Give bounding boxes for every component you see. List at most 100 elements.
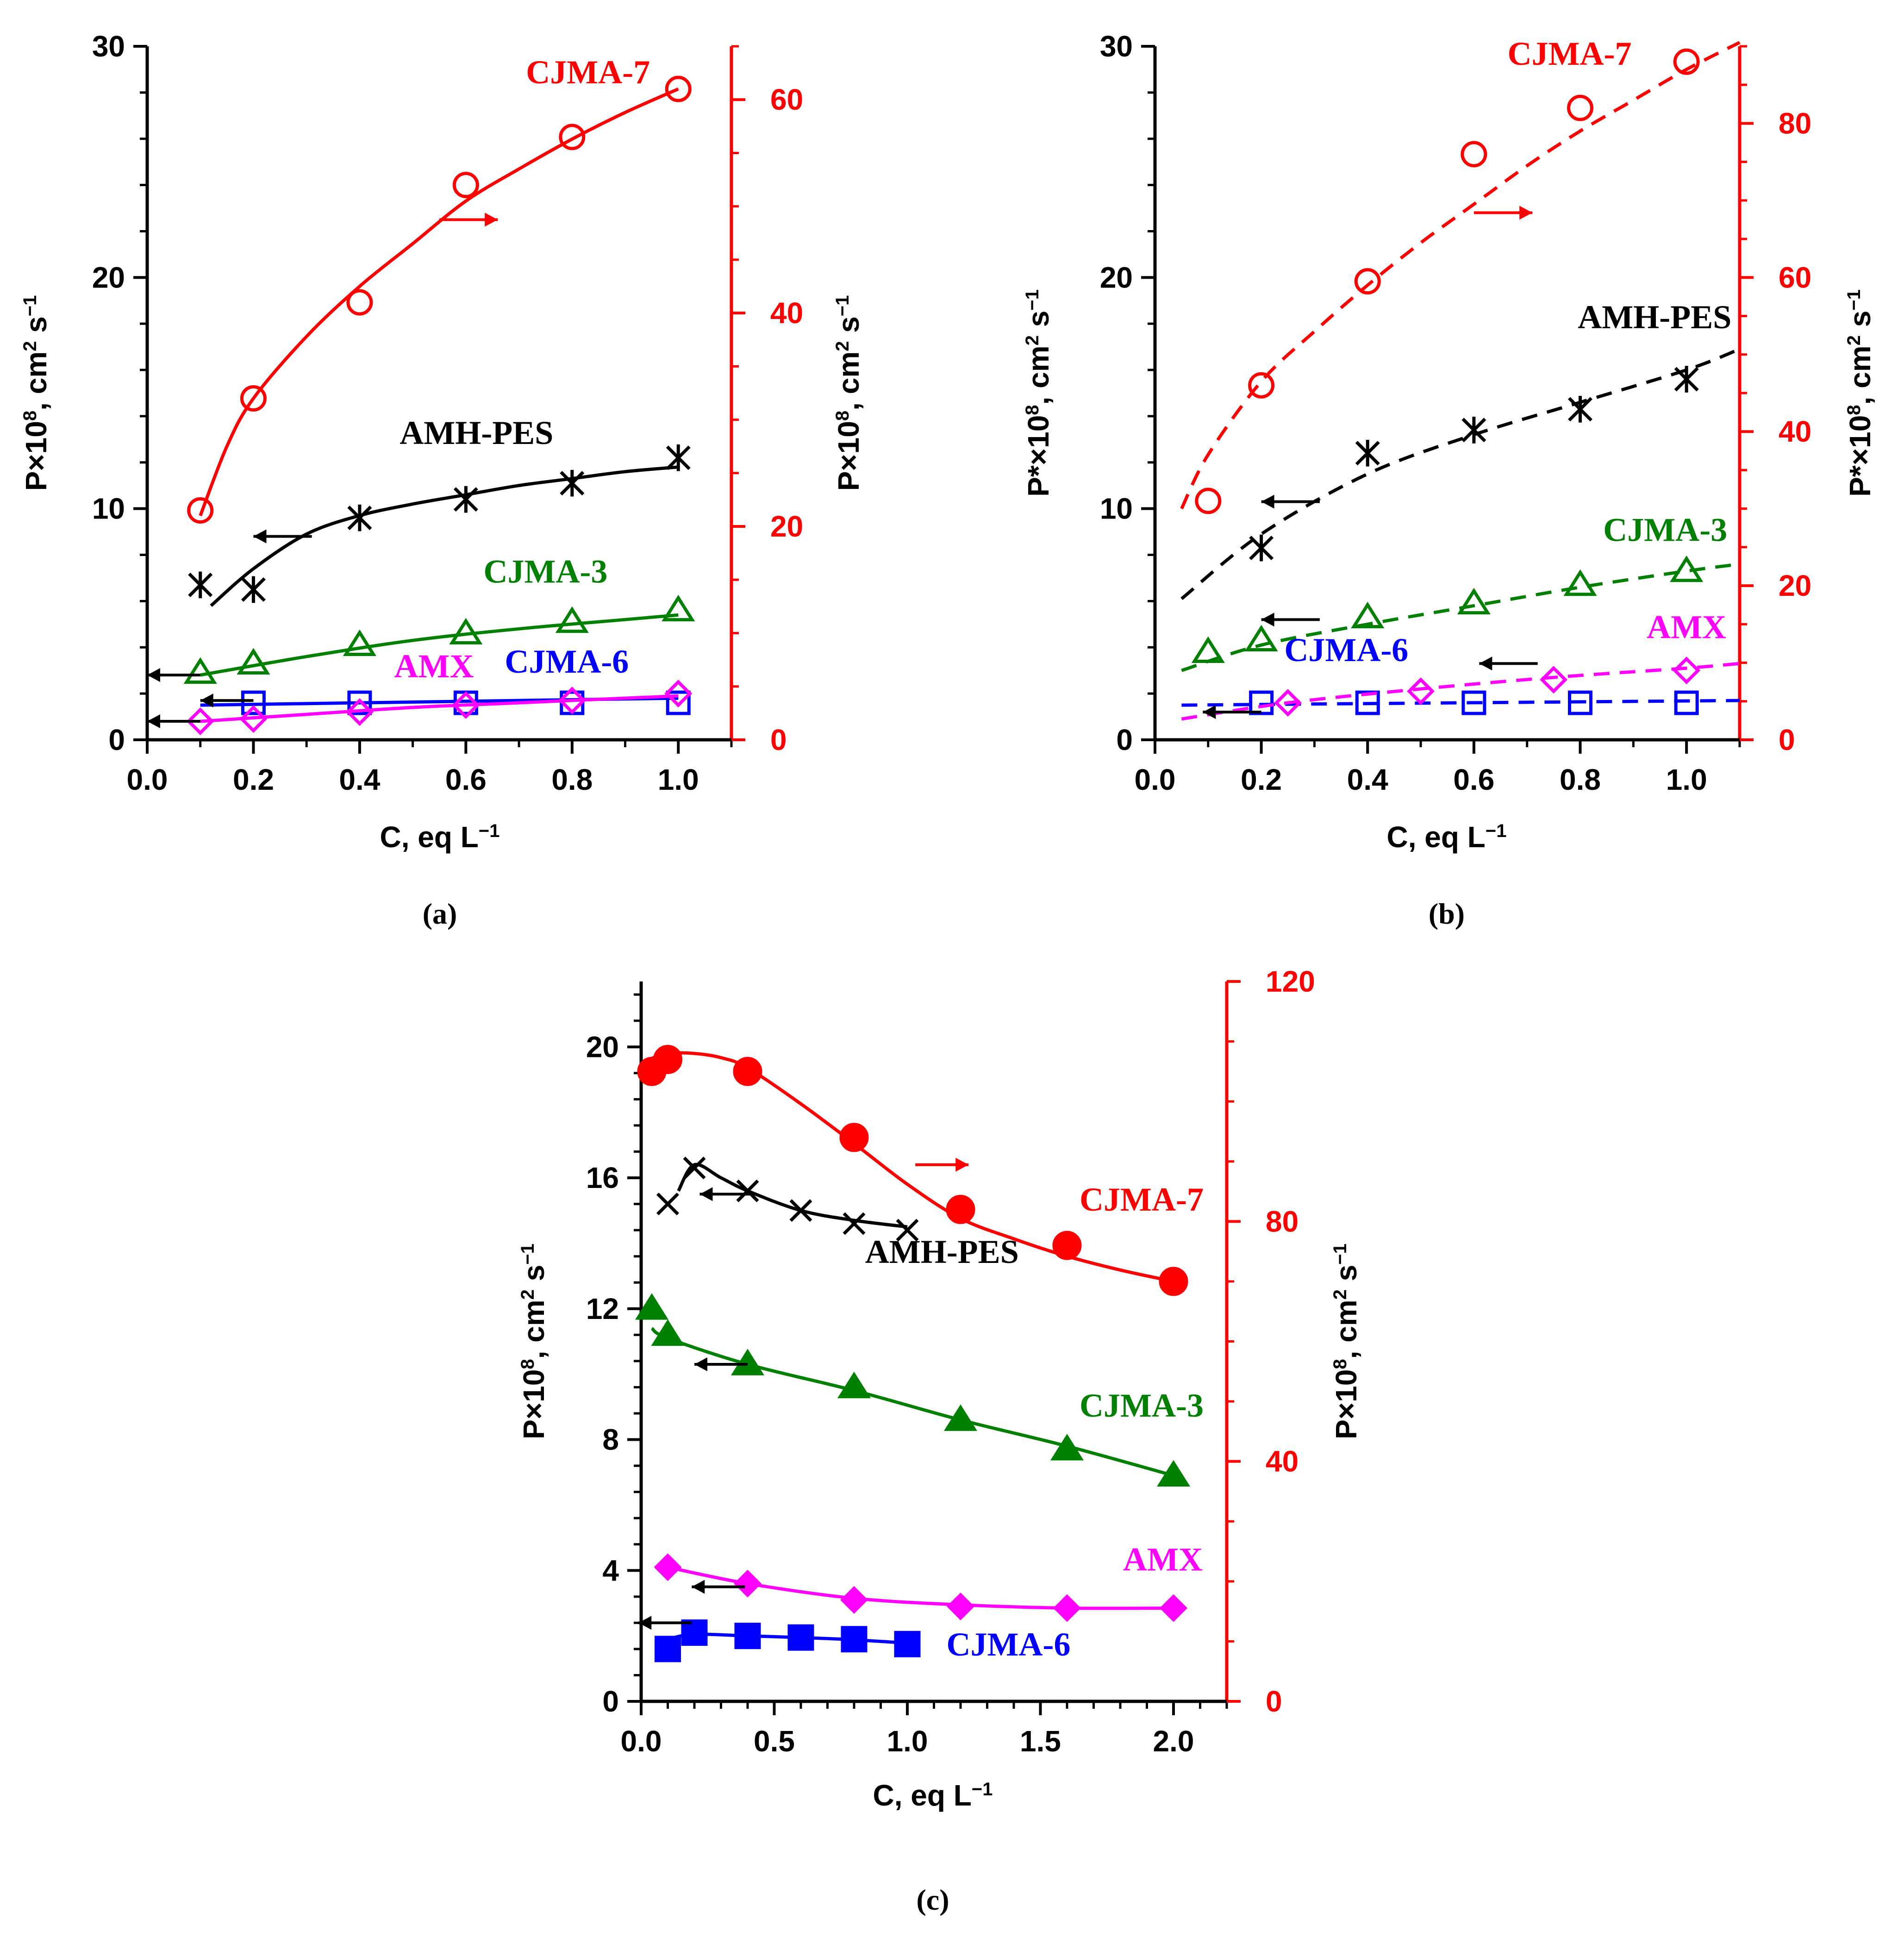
axis-indicator-arrow xyxy=(147,714,200,729)
series-label: AMX xyxy=(1647,608,1726,645)
arrow-head xyxy=(692,1580,705,1594)
axis-indicator-arrow xyxy=(200,694,254,708)
data-point xyxy=(734,1623,761,1650)
data-point xyxy=(789,1199,812,1222)
axis-indicator-arrow xyxy=(1479,656,1538,671)
arrow-head xyxy=(147,714,160,729)
data-point xyxy=(1563,569,1597,596)
series-label: AMH-PES xyxy=(865,1233,1019,1270)
panel-label: (b) xyxy=(1429,897,1465,930)
x-tick-label: 0.0 xyxy=(621,1725,662,1758)
arrow-head xyxy=(253,529,267,544)
x-axis-label: C, eq L−1 xyxy=(873,1779,993,1812)
series-amh-pes xyxy=(188,444,691,607)
fit-line-cjma-3 xyxy=(200,613,679,677)
arrow-head xyxy=(1261,494,1274,509)
y-left-tick-label: 0 xyxy=(1116,723,1133,756)
data-point xyxy=(347,690,372,715)
series-label: AMX xyxy=(394,648,474,685)
data-point xyxy=(1249,534,1274,562)
data-point xyxy=(452,172,479,199)
data-point xyxy=(683,1156,706,1180)
x-axis-label: C, eq L−1 xyxy=(380,820,500,854)
axis-indicator-arrow xyxy=(147,668,200,682)
series-amh-pes xyxy=(656,1156,919,1242)
y-left-tick-label: 20 xyxy=(586,1030,619,1063)
y-left-tick-label: 0 xyxy=(602,1685,619,1718)
data-point xyxy=(186,707,214,736)
arrow-head xyxy=(147,668,160,682)
y-axis-label-right: P×108, cm2 s−1 xyxy=(1330,1243,1363,1439)
data-point xyxy=(1355,440,1380,467)
data-point xyxy=(558,687,586,715)
x-tick-label: 0.0 xyxy=(1135,763,1176,796)
data-point xyxy=(656,1193,679,1216)
data-point xyxy=(664,680,693,708)
data-point xyxy=(1674,690,1699,715)
series-label: AMH-PES xyxy=(400,414,553,451)
data-point xyxy=(1568,690,1593,715)
data-point xyxy=(1053,1594,1081,1622)
data-point xyxy=(1674,366,1699,393)
series-label: AMH-PES xyxy=(1578,299,1731,336)
data-point xyxy=(665,75,692,102)
data-point xyxy=(452,691,480,719)
x-axis-label: C, eq L−1 xyxy=(1387,820,1507,854)
axis-indicator-arrow xyxy=(699,1187,753,1201)
series-label: CJMA-7 xyxy=(1080,1181,1204,1218)
data-point xyxy=(241,576,266,603)
series-label: AMX xyxy=(1123,1541,1203,1578)
series-label: CJMA-7 xyxy=(1508,35,1632,72)
series-label: CJMA-3 xyxy=(1603,512,1727,549)
y-left-tick-label: 20 xyxy=(1100,261,1133,294)
series-amh-pes xyxy=(1180,347,1741,600)
data-point xyxy=(840,1586,868,1614)
x-tick-label: 0.0 xyxy=(127,763,168,796)
axis-indicator-arrow xyxy=(253,529,312,544)
data-point xyxy=(240,385,267,412)
y-left-tick-label: 30 xyxy=(1100,30,1133,63)
arrow-head xyxy=(638,1616,652,1630)
data-point xyxy=(666,444,691,471)
series-cjma-6 xyxy=(1181,690,1740,715)
y-right-tick-label: 40 xyxy=(1266,1445,1298,1478)
data-point xyxy=(666,690,691,715)
y-left-tick-label: 30 xyxy=(92,30,125,63)
data-point xyxy=(1274,689,1302,717)
axis-indicator-arrow xyxy=(692,1580,745,1594)
data-point xyxy=(839,1123,869,1152)
data-point xyxy=(449,618,483,645)
series-amx xyxy=(186,680,693,736)
arrow-head xyxy=(1261,612,1274,627)
data-point xyxy=(1355,690,1380,715)
y-left-tick-label: 4 xyxy=(602,1554,619,1587)
data-point xyxy=(841,1626,868,1653)
x-tick-label: 1.5 xyxy=(1020,1725,1061,1758)
arrow-head xyxy=(1519,206,1533,220)
arrow-head xyxy=(955,1157,969,1172)
data-point xyxy=(1191,636,1225,663)
y-left-tick-label: 16 xyxy=(586,1161,619,1194)
axis-indicator-arrow xyxy=(915,1157,969,1172)
data-point xyxy=(1568,396,1593,423)
series-cjma-3 xyxy=(1181,555,1740,672)
data-point xyxy=(183,657,217,684)
data-point xyxy=(655,1636,681,1662)
x-tick-label: 2.0 xyxy=(1153,1725,1194,1758)
series-cjma-6 xyxy=(655,1619,921,1662)
data-point xyxy=(651,1319,685,1346)
arrow-head xyxy=(699,1187,713,1201)
arrow-head xyxy=(1203,705,1216,719)
series-label: CJMA-3 xyxy=(1080,1387,1204,1424)
data-point xyxy=(837,1371,871,1399)
series-amx xyxy=(1181,656,1740,721)
y-left-tick-label: 10 xyxy=(92,492,125,525)
axis-indicator-arrow xyxy=(694,1357,748,1371)
data-point xyxy=(894,1631,921,1657)
data-point xyxy=(1457,587,1491,615)
data-point xyxy=(1673,656,1701,685)
y-left-tick-label: 0 xyxy=(108,723,125,756)
y-right-tick-label: 40 xyxy=(770,296,803,330)
data-point xyxy=(947,1593,974,1620)
series-label: CJMA-6 xyxy=(1284,631,1408,669)
